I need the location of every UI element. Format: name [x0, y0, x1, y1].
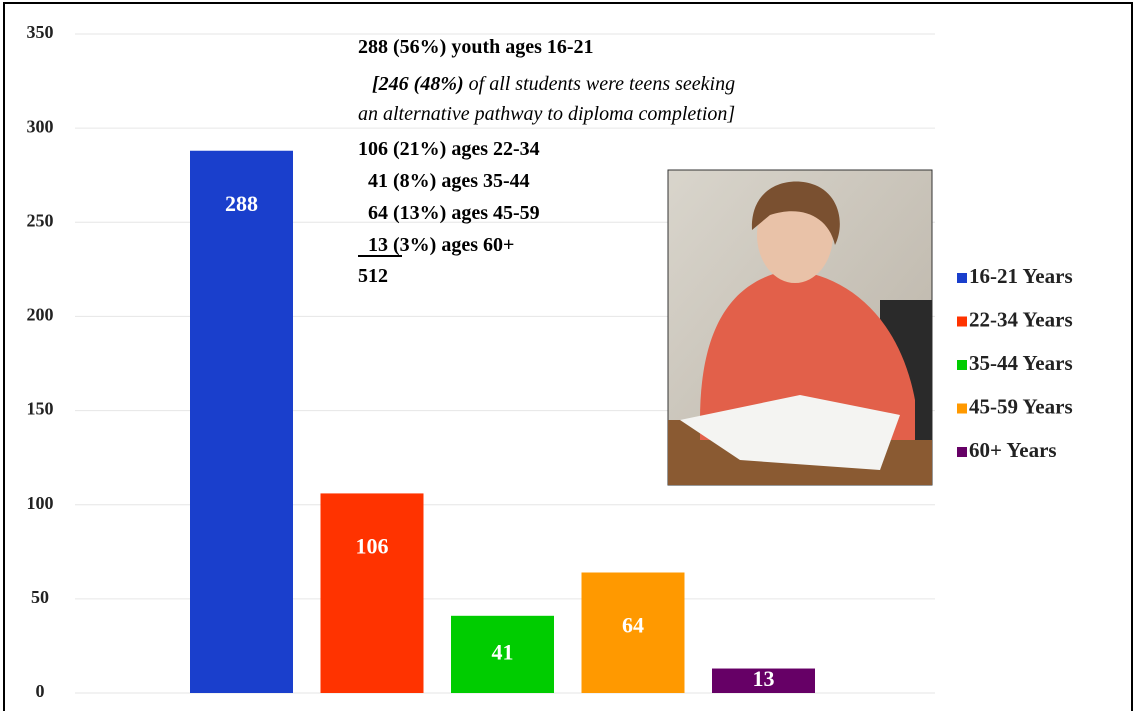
annotation: 13 (3%) ages 60+	[368, 234, 514, 256]
annotation-part: 13	[368, 234, 388, 256]
data-label: 13	[753, 666, 775, 691]
annotation: 512	[358, 265, 388, 287]
annotation: 41 (8%) ages 35-44	[368, 170, 530, 192]
bar	[451, 615, 554, 693]
legend-label: 60+ Years	[969, 438, 1057, 462]
data-label: 288	[225, 191, 258, 216]
y-tick-label: 300	[27, 116, 54, 136]
bar	[581, 572, 685, 693]
annotation-part: an alternative pathway to diploma comple…	[358, 103, 735, 125]
legend-label: 45-59 Years	[969, 394, 1073, 418]
annotation: 106 (21%) ages 22-34	[358, 138, 540, 160]
annotation: an alternative pathway to diploma comple…	[358, 103, 735, 125]
y-tick-label: 350	[27, 22, 54, 42]
y-tick-label: 200	[27, 305, 54, 325]
annotation-part: of all students were teens seeking	[464, 73, 735, 95]
y-tick-label: 50	[31, 587, 49, 607]
y-tick-label: 150	[27, 399, 54, 419]
annotation-part: 106 (21%) ages 22-34	[358, 138, 540, 160]
annotation-part: 288 (56%) youth ages 16-21	[358, 36, 594, 58]
legend-swatch	[957, 360, 967, 370]
y-tick-label: 0	[36, 681, 45, 701]
legend-label: 16-21 Years	[969, 264, 1073, 288]
photo	[667, 169, 933, 486]
bar	[320, 493, 424, 693]
annotation: [246 (48%) of all students were teens se…	[372, 73, 735, 95]
annotation-part: 41 (8%) ages 35-44	[368, 170, 530, 192]
annotation-part: 64 (13%) ages 45-59	[368, 202, 540, 224]
annotation: 64 (13%) ages 45-59	[368, 202, 540, 224]
annotation: 288 (56%) youth ages 16-21	[358, 36, 594, 58]
legend-swatch	[957, 316, 967, 327]
legend-swatch	[957, 273, 967, 283]
bar	[712, 668, 815, 693]
annotation-part: [246 (48%)	[372, 73, 464, 95]
y-tick-label: 100	[27, 493, 54, 513]
legend-swatch	[957, 403, 967, 414]
annotation-part: 512	[358, 265, 388, 287]
legend-label: 22-34 Years	[969, 307, 1073, 331]
data-label: 41	[492, 639, 514, 664]
legend-label: 35-44 Years	[969, 351, 1073, 375]
data-label: 64	[622, 613, 644, 638]
data-label: 106	[356, 533, 389, 558]
annotation-part: (3%) ages 60+	[388, 234, 514, 256]
y-tick-label: 250	[27, 210, 54, 230]
legend-swatch	[957, 447, 967, 457]
bar	[190, 150, 293, 694]
